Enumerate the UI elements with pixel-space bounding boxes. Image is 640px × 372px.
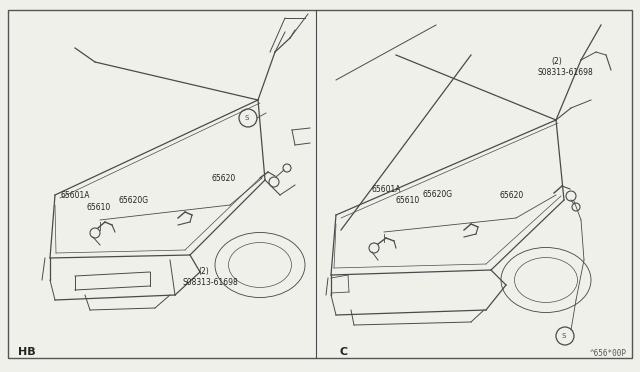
Text: 65620: 65620	[211, 174, 236, 183]
Text: 65601A: 65601A	[61, 191, 90, 200]
Circle shape	[556, 327, 574, 345]
Ellipse shape	[215, 232, 305, 298]
Text: 65610: 65610	[396, 196, 420, 205]
Circle shape	[239, 109, 257, 127]
Text: S08313-61698: S08313-61698	[538, 68, 593, 77]
Text: S: S	[562, 333, 566, 339]
Text: HB: HB	[18, 347, 36, 356]
Text: 65620G: 65620G	[422, 190, 452, 199]
Text: 65610: 65610	[86, 203, 111, 212]
Text: S08313-61698: S08313-61698	[182, 278, 238, 287]
Text: C: C	[339, 347, 348, 356]
Text: 65620: 65620	[499, 191, 524, 200]
Text: 65601A: 65601A	[371, 185, 401, 194]
Text: (2): (2)	[198, 267, 209, 276]
Text: 65620G: 65620G	[118, 196, 148, 205]
Text: S: S	[245, 115, 249, 121]
Text: (2): (2)	[552, 57, 563, 66]
Text: ^656*00P: ^656*00P	[590, 349, 627, 358]
Ellipse shape	[501, 247, 591, 312]
